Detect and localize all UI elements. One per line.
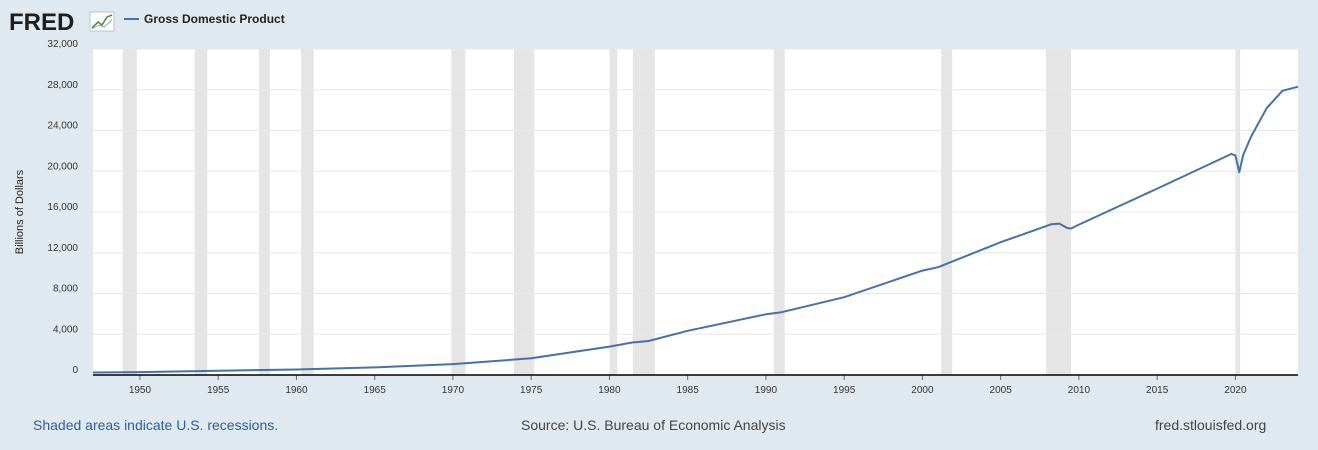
y-axis-label: Billions of Dollars — [14, 169, 26, 254]
y-tick-label: 20,000 — [47, 161, 78, 172]
fred-logo[interactable]: FRED — [9, 9, 115, 36]
gridlines — [93, 48, 1298, 335]
y-tick-label: 4,000 — [53, 324, 78, 335]
y-tick-label: 12,000 — [47, 243, 78, 254]
y-tick-label: 0 — [72, 365, 78, 376]
x-tick-label: 2020 — [1224, 385, 1247, 396]
y-tick-label: 16,000 — [47, 202, 78, 213]
x-tick-label: 1955 — [207, 385, 230, 396]
y-tick-label: 28,000 — [47, 80, 78, 91]
y-tick-label: 32,000 — [47, 39, 78, 50]
fred-site-link[interactable]: fred.stlouisfed.org — [1155, 417, 1267, 433]
x-tick-label: 1985 — [677, 385, 700, 396]
x-tick-label: 1970 — [442, 385, 465, 396]
x-tick-label: 1995 — [833, 385, 856, 396]
y-axis-ticks: 0 4,000 8,000 12,000 16,000 20,000 24,000 28,00… — [47, 39, 78, 376]
x-tick-label: 1980 — [598, 385, 621, 396]
x-axis-ticks: 1950 1955 1960 1965 1970 1975 1980 1985 1990 1995… — [129, 375, 1247, 396]
series-layer[interactable] — [92, 85, 1299, 374]
source-text: Source: U.S. Bureau of Economic Analysis — [521, 417, 786, 433]
y-tick-label: 8,000 — [53, 284, 78, 295]
legend-label: Gross Domestic Product — [144, 12, 285, 26]
x-tick-label: 1960 — [285, 385, 308, 396]
x-tick-label: 2015 — [1146, 385, 1169, 396]
x-tick-label: 2010 — [1068, 385, 1091, 396]
series-line-gdp[interactable] — [92, 85, 1299, 374]
legend: Gross Domestic Product — [124, 12, 285, 26]
x-tick-label: 1950 — [129, 385, 152, 396]
x-tick-label: 1990 — [755, 385, 778, 396]
y-tick-label: 24,000 — [47, 121, 78, 132]
x-tick-label: 1965 — [364, 385, 387, 396]
x-tick-label: 2005 — [990, 385, 1013, 396]
logo-text: FRED — [9, 9, 74, 36]
x-tick-label: 2000 — [911, 385, 934, 396]
chart-trend-icon — [89, 11, 115, 32]
recession-note-link[interactable]: Shaded areas indicate U.S. recessions. — [33, 417, 279, 433]
x-tick-label: 1975 — [520, 385, 543, 396]
